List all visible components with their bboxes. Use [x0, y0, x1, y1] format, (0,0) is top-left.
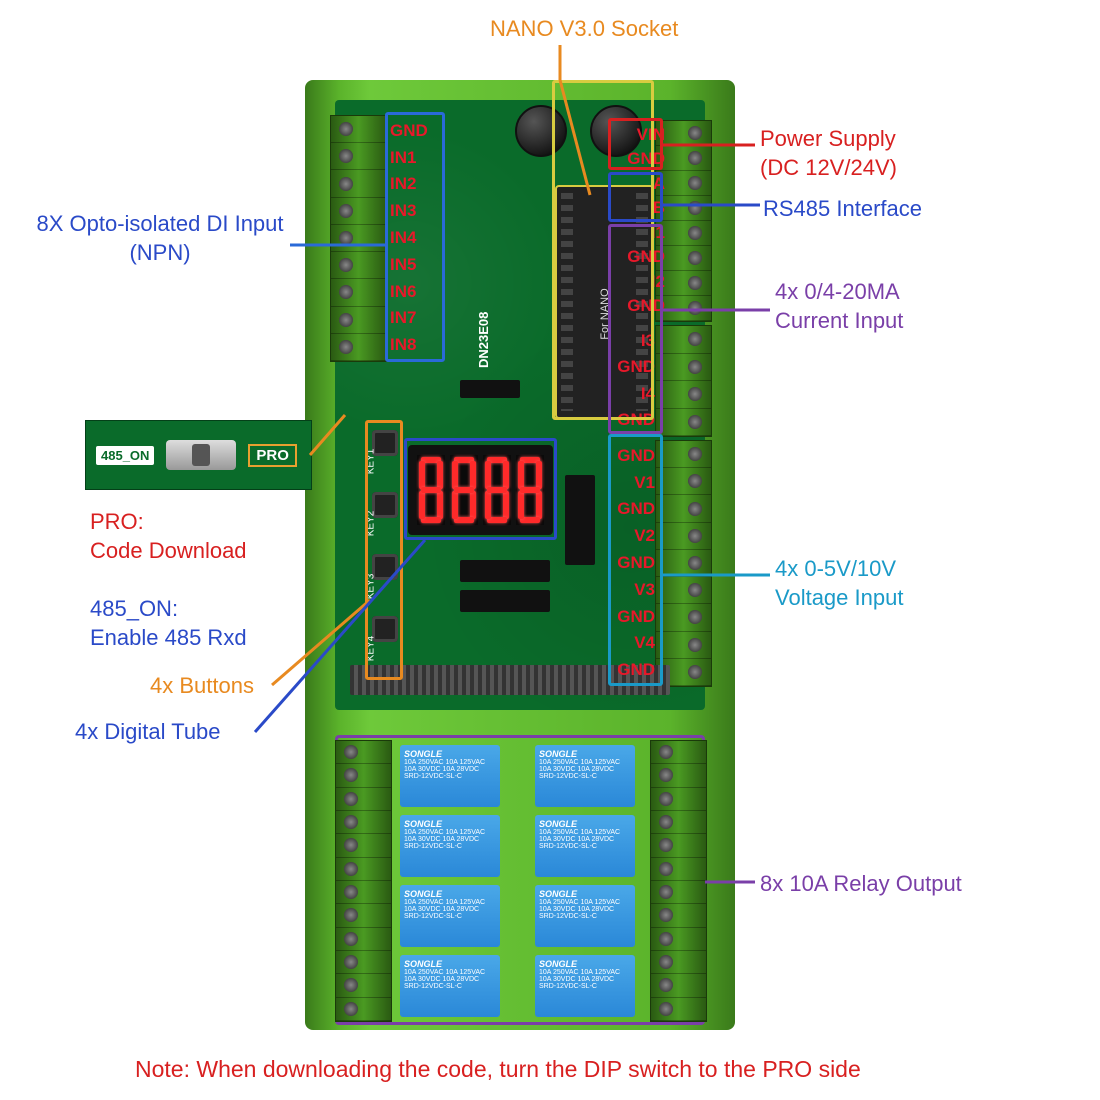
- relay-module: SONGLE10A 250VAC 10A 125VAC10A 30VDC 10A…: [400, 815, 500, 877]
- highlight-box-current: [608, 224, 663, 434]
- highlight-box-tube: [404, 438, 557, 540]
- terminal-block-bottom-left: [335, 740, 392, 1022]
- highlight-box-power: [608, 118, 663, 170]
- callout-power: Power Supply (DC 12V/24V): [760, 125, 897, 182]
- relay-module: SONGLE10A 250VAC 10A 125VAC10A 30VDC 10A…: [400, 745, 500, 807]
- callout-buttons: 4x Buttons: [150, 672, 254, 701]
- highlight-box-rs485: [608, 172, 663, 222]
- terminal-block-bottom-right: [650, 740, 707, 1022]
- callout-di-input: 8X Opto-isolated DI Input (NPN): [20, 210, 300, 267]
- relay-module: SONGLE10A 250VAC 10A 125VAC10A 30VDC 10A…: [535, 955, 635, 1017]
- dip-right-tag: PRO: [248, 444, 297, 467]
- relay-module: SONGLE10A 250VAC 10A 125VAC10A 30VDC 10A…: [535, 745, 635, 807]
- highlight-box-buttons: [365, 420, 403, 680]
- terminal-block-right-2: [655, 325, 712, 437]
- pcb-model-label: DN23E08: [476, 312, 491, 368]
- dip-left-tag: 485_ON: [96, 446, 154, 465]
- relay-module: SONGLE10A 250VAC 10A 125VAC10A 30VDC 10A…: [535, 815, 635, 877]
- callout-note: Note: When downloading the code, turn th…: [135, 1055, 861, 1085]
- ic-chip: [460, 380, 520, 398]
- dip-switch-icon: [166, 440, 236, 470]
- relay-module: SONGLE10A 250VAC 10A 125VAC10A 30VDC 10A…: [400, 885, 500, 947]
- ic-chip: [460, 560, 550, 582]
- ic-chip: [460, 590, 550, 612]
- callout-nano: NANO V3.0 Socket: [490, 15, 678, 44]
- callout-current: 4x 0/4-20MA Current Input: [775, 278, 903, 335]
- relay-module: SONGLE10A 250VAC 10A 125VAC10A 30VDC 10A…: [400, 955, 500, 1017]
- terminal-block-left: [330, 115, 387, 362]
- dip-switch-inset: 485_ON PRO: [85, 420, 312, 490]
- highlight-box-di: [385, 112, 445, 362]
- callout-tube: 4x Digital Tube: [75, 718, 221, 747]
- terminal-block-right-3: [655, 440, 712, 687]
- highlight-box-voltage: [608, 434, 663, 686]
- callout-485on: 485_ON: Enable 485 Rxd: [90, 595, 247, 652]
- callout-relay: 8x 10A Relay Output: [760, 870, 962, 899]
- callout-pro: PRO: Code Download: [90, 508, 247, 565]
- relay-module: SONGLE10A 250VAC 10A 125VAC10A 30VDC 10A…: [535, 885, 635, 947]
- ic-chip: [565, 475, 595, 565]
- callout-rs485: RS485 Interface: [763, 195, 922, 224]
- callout-voltage: 4x 0-5V/10V Voltage Input: [775, 555, 903, 612]
